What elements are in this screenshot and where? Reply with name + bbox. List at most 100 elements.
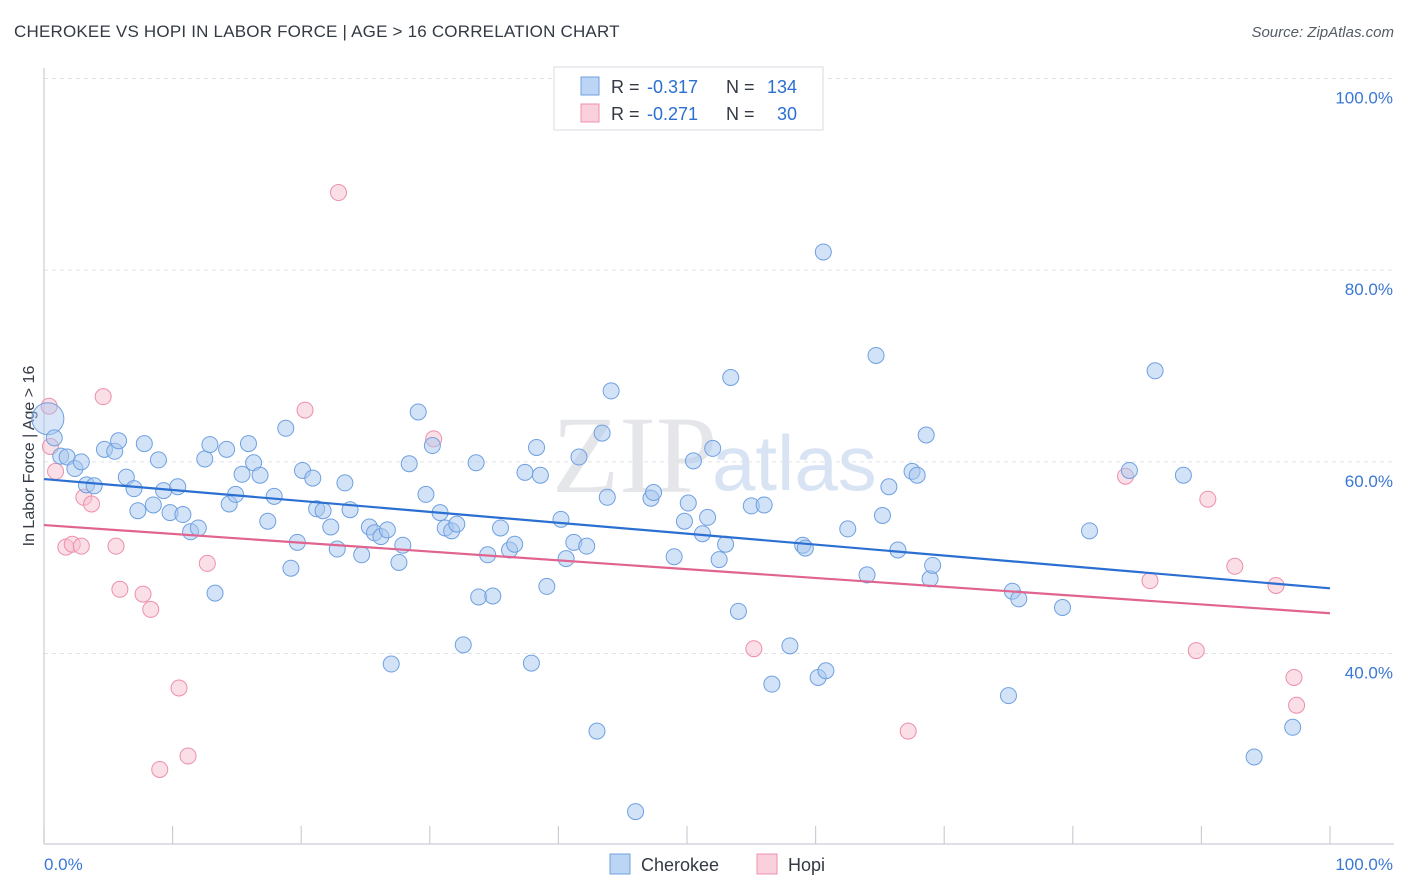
cherokee-point [763, 675, 781, 693]
hopi-r-value: -0.271 [647, 104, 698, 124]
source-credit: Source: ZipAtlas.com [1251, 24, 1394, 41]
cherokee-trend-line [43, 477, 1331, 590]
cherokee-point [645, 484, 663, 501]
cherokee-point [149, 451, 167, 469]
y-tick-label: 80.0% [1345, 280, 1393, 299]
cherokee-point [1000, 687, 1017, 705]
cherokee-point [174, 506, 192, 524]
hopi-point [1267, 576, 1285, 594]
cherokee-point [1245, 748, 1263, 766]
hopi-point [47, 462, 65, 480]
y-axis-title: In Labor Force | Age > 16 [21, 366, 38, 547]
cherokee-point [239, 435, 257, 453]
hopi-point [83, 495, 101, 513]
cherokee-point [251, 466, 269, 484]
cherokee-point [454, 636, 472, 654]
cherokee-point [417, 485, 435, 503]
cherokee-point [528, 438, 546, 456]
cherokee-point [484, 587, 502, 605]
legend-hopi-swatch [756, 853, 778, 875]
x-tick-label-min: 0.0% [44, 855, 83, 874]
cherokee-r-value: -0.317 [647, 77, 698, 97]
chart-title: CHEROKEE VS HOPI IN LABOR FORCE | AGE > … [14, 22, 620, 41]
cherokee-point [552, 510, 570, 528]
cherokee-point [516, 463, 534, 481]
cherokee-point [282, 559, 300, 577]
cherokee-point [390, 553, 408, 571]
cherokee-point [201, 436, 219, 454]
stats-legend: R = -0.317 N = 134 R = -0.271 N = 30 [553, 66, 824, 131]
cherokee-swatch [580, 76, 600, 96]
cherokee-point [206, 584, 224, 602]
hopi-point [899, 722, 917, 740]
cherokee-r-label: R = [611, 77, 640, 97]
cherokee-points [31, 243, 1302, 821]
cherokee-point [593, 424, 611, 442]
cherokee-point [277, 419, 295, 437]
cherokee-point [814, 243, 832, 261]
hopi-point [72, 537, 90, 555]
cherokee-point [781, 637, 799, 655]
hopi-point [134, 585, 152, 603]
hopi-point [170, 679, 188, 697]
cherokee-point [867, 346, 885, 364]
cherokee-point [602, 382, 620, 400]
cherokee-point [1174, 466, 1192, 484]
cherokee-point [85, 477, 103, 495]
hopi-point [107, 537, 125, 555]
cherokee-point [839, 520, 857, 538]
hopi-point [1288, 696, 1306, 714]
cherokee-point [135, 435, 153, 453]
cherokee-point [218, 440, 236, 458]
y-tick-label: 100.0% [1335, 89, 1393, 108]
cherokee-point [336, 474, 354, 492]
cherokee-point [400, 455, 418, 473]
cherokee-point [259, 512, 277, 530]
cherokee-point [531, 466, 549, 484]
hopi-point [179, 747, 197, 765]
cherokee-point [675, 512, 693, 530]
cherokee-point [684, 452, 702, 470]
cherokee-point [873, 507, 891, 524]
cherokee-point [722, 369, 740, 386]
cherokee-point [1120, 461, 1138, 479]
cherokee-point [717, 535, 735, 553]
cherokee-point [924, 556, 942, 574]
cherokee-point [470, 588, 488, 606]
cherokee-point [423, 437, 441, 455]
cherokee-point [889, 541, 907, 559]
hopi-point [1141, 572, 1159, 590]
cherokee-point [704, 439, 722, 457]
cherokee-point [233, 465, 251, 483]
cherokee-n-label: N = [726, 77, 755, 97]
hopi-r-label: R = [611, 104, 640, 124]
cherokee-point [699, 508, 717, 526]
cherokee-point [328, 540, 346, 558]
cherokee-point [448, 515, 466, 533]
cherokee-point [665, 548, 683, 566]
y-tick-label: 60.0% [1345, 472, 1393, 491]
cherokee-point [1081, 522, 1099, 540]
trend-lines [43, 477, 1331, 615]
cherokee-point [578, 537, 596, 555]
hopi-n-value: 30 [777, 104, 797, 124]
cherokee-point [304, 469, 322, 487]
cherokee-point [908, 466, 926, 484]
legend-hopi-label: Hopi [788, 855, 825, 875]
cherokee-point [880, 478, 898, 496]
hopi-point [94, 388, 112, 406]
y-tick-labels: 40.0% 60.0% 80.0% 100.0% [1335, 89, 1393, 683]
cherokee-point [729, 602, 747, 620]
cherokee-point [538, 577, 556, 595]
bottom-legend: Cherokee Hopi [609, 853, 825, 875]
legend-cherokee-swatch [609, 853, 631, 875]
hopi-trend-line [43, 523, 1331, 615]
cherokee-n-value: 134 [767, 77, 797, 97]
cherokee-point [588, 722, 606, 740]
hopi-points [40, 184, 1306, 778]
cherokee-point [467, 454, 485, 472]
cherokee-point [353, 546, 371, 564]
cherokee-point [679, 494, 697, 512]
cherokee-point [196, 450, 214, 468]
cherokee-point [598, 488, 616, 506]
